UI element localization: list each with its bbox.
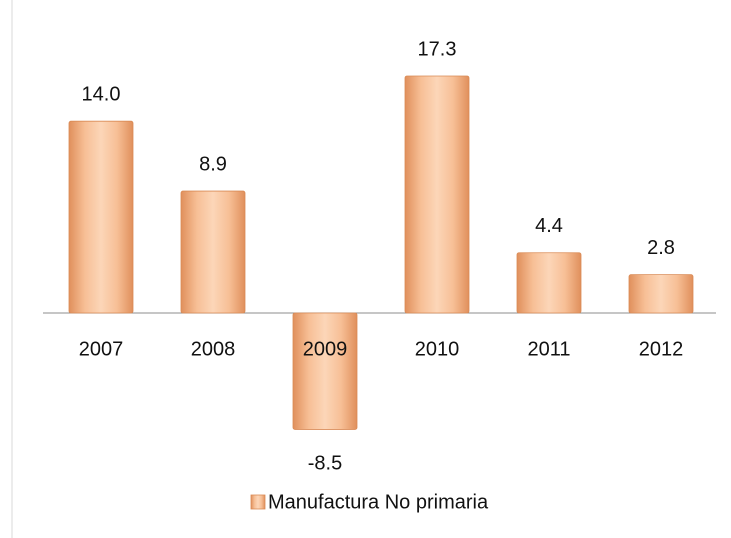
data-label: -8.5 (308, 453, 342, 475)
data-label: 8.9 (199, 153, 227, 175)
bar (628, 274, 694, 314)
x-tick-label: 2007 (79, 338, 124, 360)
x-tick-label: 2008 (191, 338, 236, 360)
x-tick-label: 2011 (527, 338, 570, 360)
legend-label: Manufactura No primaria (268, 491, 489, 513)
data-label: 14.0 (82, 83, 121, 105)
x-tick-label: 2010 (415, 338, 460, 360)
bar (68, 120, 134, 314)
bar (404, 75, 470, 314)
x-tick-label: 2012 (639, 338, 684, 360)
x-tick-label: 2009 (303, 338, 348, 360)
data-label: 4.4 (535, 215, 563, 237)
bar (516, 252, 582, 314)
data-label: 2.8 (647, 237, 675, 259)
bar (180, 190, 246, 314)
data-label: 17.3 (418, 38, 457, 60)
legend-swatch (250, 494, 266, 510)
bar (292, 312, 358, 430)
